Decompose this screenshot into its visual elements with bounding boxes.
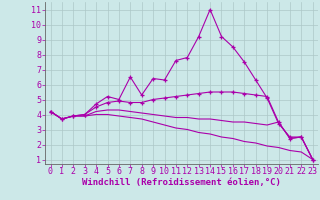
X-axis label: Windchill (Refroidissement éolien,°C): Windchill (Refroidissement éolien,°C) bbox=[82, 178, 281, 187]
